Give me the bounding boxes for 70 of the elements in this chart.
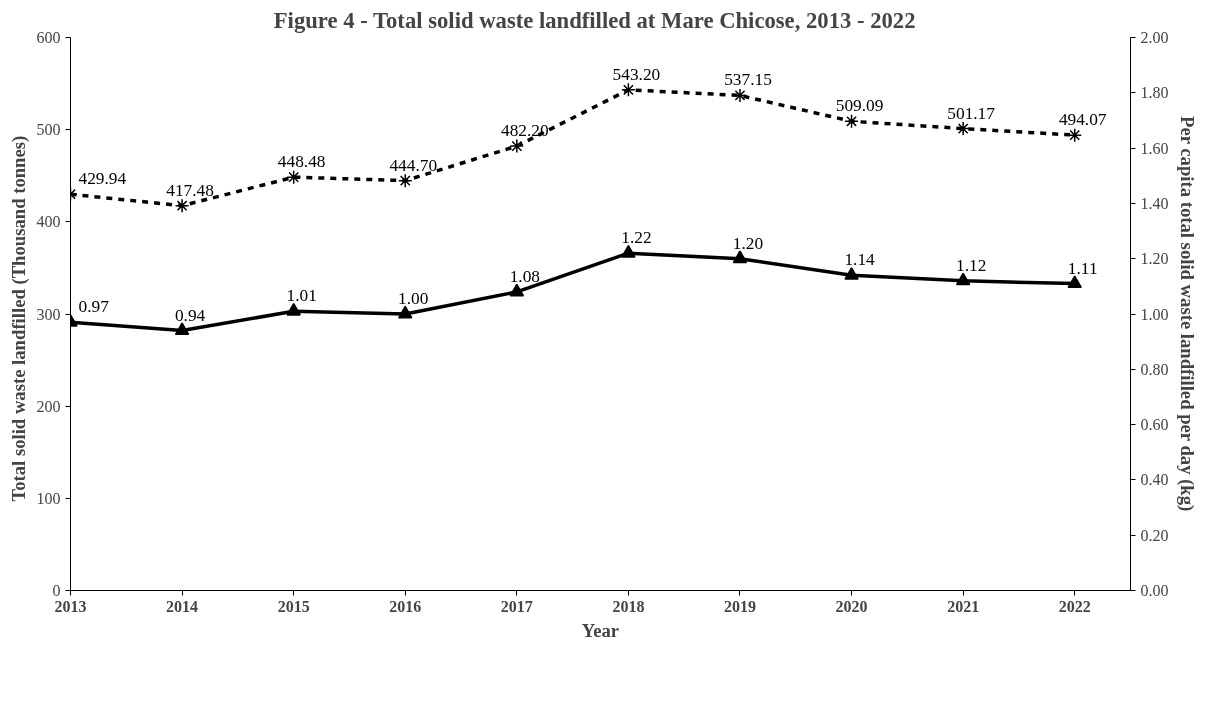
y-tick-label: 0: [52, 582, 61, 599]
y2-tick-label: 0.60: [1140, 416, 1169, 434]
y2-tick-label: 1.40: [1140, 194, 1169, 212]
data-label: 501.17: [947, 103, 996, 123]
y-tick-label: 500: [36, 121, 61, 139]
y-tick-label: 400: [36, 213, 61, 231]
point: [286, 169, 301, 185]
data-label: 417.48: [166, 180, 214, 200]
x-tick-label: 2017: [500, 597, 533, 615]
point: [509, 138, 525, 154]
point: [286, 302, 301, 316]
y-tick-label: 300: [36, 305, 61, 323]
data-label: 1.11: [1067, 258, 1098, 278]
data-label: 429.94: [78, 169, 127, 189]
point: [732, 250, 748, 264]
data-label: 1.01: [286, 286, 317, 306]
point: [397, 305, 413, 319]
data-label: 444.70: [389, 155, 438, 175]
x-tick-label: 2015: [277, 597, 310, 615]
point: [955, 121, 971, 136]
x-tick-label: 2014: [166, 597, 199, 615]
y2-tick-label: 0.40: [1140, 471, 1169, 489]
data-label: 1.22: [621, 228, 652, 248]
data-label: 1.20: [732, 233, 764, 253]
data-label: 0.97: [78, 297, 110, 317]
chart-title: Figure 4 - Total solid waste landfilled at Mare Chicose, 2013 - 2022: [273, 7, 916, 33]
y2-tick-label: 0.80: [1140, 360, 1169, 378]
x-tick-label: 2018: [612, 597, 645, 615]
x-tick-label: 2016: [389, 597, 422, 615]
point: [955, 272, 971, 286]
point: [844, 114, 859, 129]
y2-axis-title: Per capita total solid waste landfilled per day (kg): [1175, 116, 1198, 512]
x-axis-title: Year: [581, 619, 620, 641]
y-axis-title: Total solid waste landfilled (Thousand tonnes): [7, 135, 30, 502]
data-label: 509.09: [835, 96, 884, 116]
x-tick-label: 2013: [54, 597, 87, 615]
data-label: 482.20: [501, 121, 549, 141]
y2-tick-label: 1.60: [1140, 139, 1169, 157]
data-label: 448.48: [277, 152, 326, 172]
point: [1067, 127, 1082, 143]
y2-tick-label: 1.80: [1140, 84, 1169, 102]
x-tick-label: 2021: [947, 597, 980, 615]
data-label: 494.07: [1058, 110, 1107, 130]
y2-tick-label: 0.20: [1140, 526, 1169, 544]
y2-tick-label: 1.20: [1140, 250, 1169, 268]
data-label: 1.08: [509, 266, 540, 286]
point: [844, 267, 859, 280]
y2-tick-label: 2.00: [1140, 29, 1169, 46]
y2-tick-label: 1.00: [1140, 305, 1169, 323]
x-tick-label: 2019: [723, 597, 756, 615]
point: [732, 88, 748, 103]
point: [174, 322, 190, 336]
data-label: 1.00: [398, 289, 429, 308]
point: [397, 173, 413, 188]
y-tick-label: 600: [36, 29, 61, 46]
point: [1067, 275, 1082, 289]
y-tick-label: 200: [36, 397, 61, 415]
point: [174, 198, 190, 213]
point: [621, 82, 636, 98]
data-label: 543.20: [612, 64, 661, 84]
data-label: 537.15: [724, 70, 772, 90]
y2-tick-label: 0.00: [1140, 582, 1169, 599]
x-tick-label: 2020: [835, 597, 868, 615]
point: [621, 244, 636, 258]
data-label: 1.14: [844, 250, 876, 270]
x-tick-label: 2022: [1058, 597, 1091, 615]
y-tick-label: 100: [36, 489, 61, 507]
data-label: 1.12: [955, 255, 987, 275]
data-label: 0.94: [174, 305, 206, 325]
point: [509, 283, 525, 297]
